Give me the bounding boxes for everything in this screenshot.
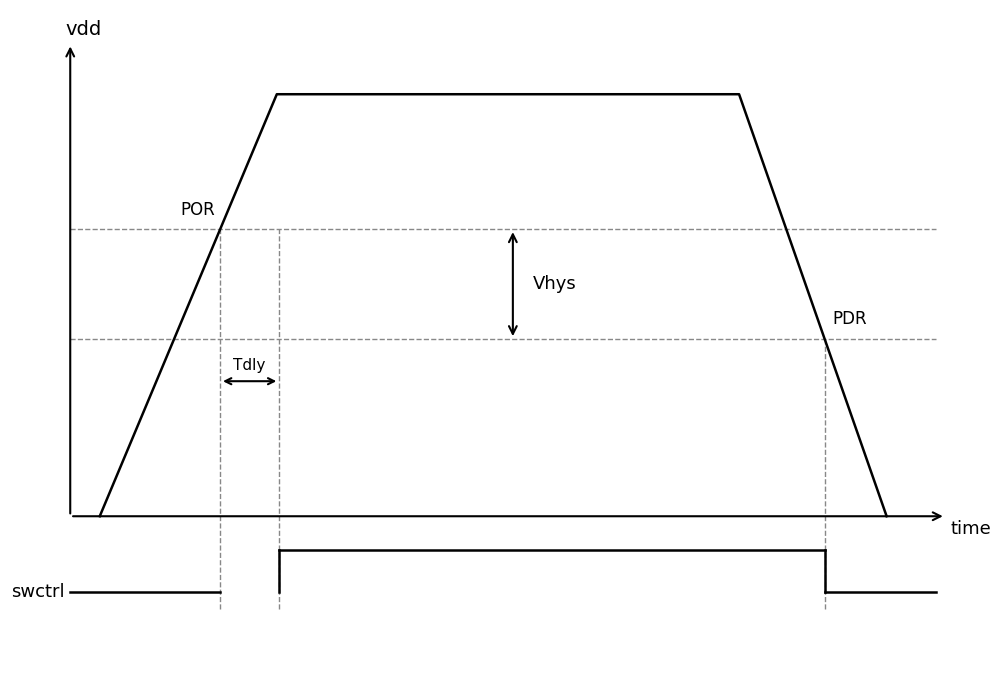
Text: POR: POR: [180, 201, 215, 219]
Text: PDR: PDR: [833, 311, 867, 328]
Text: Tdly: Tdly: [233, 358, 266, 373]
Text: swctrl: swctrl: [11, 583, 65, 601]
Text: Vhys: Vhys: [533, 275, 576, 293]
Text: vdd: vdd: [65, 20, 102, 39]
Text: time: time: [951, 521, 991, 538]
